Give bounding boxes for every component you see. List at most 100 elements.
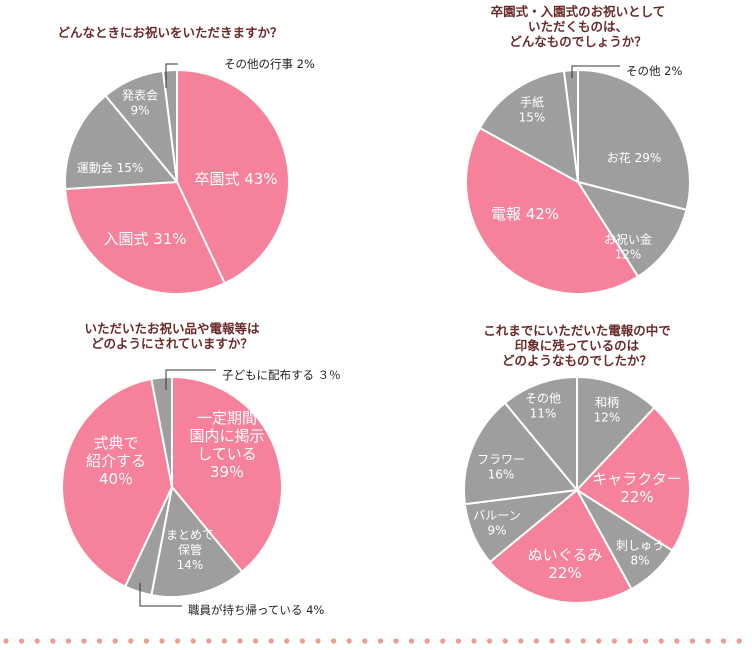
pie-chart-3: いただいたお祝い品や電報等はどのようにされていますか？ 一定期間園内に掲示している… — [61, 321, 341, 617]
divider-dot — [190, 638, 196, 644]
divider-dot — [471, 638, 477, 644]
divider-dot — [128, 638, 134, 644]
pie-slice — [465, 126, 640, 295]
divider-dot — [237, 638, 243, 644]
chart-title: どんなときにお祝いをいただきますか？ — [57, 25, 282, 40]
leader-line — [165, 63, 178, 88]
slice-label: 式典で紹介する 40％ — [86, 434, 146, 488]
divider-dot — [549, 638, 555, 644]
divider-dot — [674, 638, 680, 644]
divider-dot — [393, 638, 399, 644]
slice-label: 発表会 9% — [122, 89, 158, 118]
slice-label: お祝い金 12% — [604, 232, 652, 262]
slice-label: キャラクター 22% — [592, 470, 681, 506]
pie-slice — [171, 375, 284, 574]
divider-dot — [721, 638, 727, 644]
pie-chart-2: 卒園式・入園式のお祝いとしていただくものは、どんなものでしょうか？ お花 29% お… — [465, 4, 691, 295]
pie-slice — [176, 68, 290, 285]
slice-label: 和柄 12% — [594, 396, 621, 425]
divider-dot — [50, 638, 56, 644]
pie-slice — [161, 68, 178, 183]
dotted-divider — [3, 638, 742, 644]
slice-label: まとめて保管 14% — [166, 528, 214, 572]
divider-dot — [440, 638, 446, 644]
divider-dot — [112, 638, 118, 644]
divider-dot — [658, 638, 664, 644]
divider-dot — [580, 638, 586, 644]
pie-slice — [577, 68, 691, 212]
chart-title: これまでにいただいた電報の中で印象に残っているのはどのようなものでしたか？ — [483, 323, 671, 368]
divider-dot — [206, 638, 212, 644]
chart-title: 卒園式・入園式のお祝いとしていただくものは、どんなものでしょうか？ — [491, 4, 666, 49]
divider-dot — [689, 638, 696, 644]
pie-slice — [478, 69, 580, 184]
chart-title: いただいたお祝い品や電報等はどのようにされていますか？ — [84, 321, 260, 351]
divider-dot — [736, 638, 742, 644]
pie-slice — [575, 406, 691, 552]
slice-label: 刺しゅう 8% — [616, 539, 664, 568]
divider-dot — [221, 638, 227, 644]
pie-slice — [61, 377, 174, 588]
divider-dot — [705, 638, 711, 644]
slice-label: 運動会 15% — [77, 161, 144, 175]
slice-label: 電報 42% — [491, 205, 559, 223]
pie-slice — [150, 484, 244, 598]
divider-dot — [424, 638, 430, 644]
slice-label: その他 11% — [525, 392, 561, 421]
pie-slice — [488, 488, 633, 604]
divider-dot — [487, 638, 493, 644]
slice-label: バルーン 9% — [473, 509, 520, 538]
divider-dot — [143, 638, 149, 644]
pie-chart-1: どんなときにお祝いをいただきますか？ 卒園式 43% 入園式 31% 運動会 15% 発… — [57, 25, 315, 295]
divider-dot — [377, 638, 383, 644]
divider-dot — [346, 638, 352, 644]
pie-slice — [503, 375, 578, 493]
leader-line — [571, 65, 620, 78]
divider-dot — [3, 638, 9, 644]
divider-dot — [34, 638, 40, 644]
divider-dot — [502, 638, 508, 644]
pie-slice — [575, 180, 688, 278]
pie-slice — [64, 180, 227, 295]
divider-dot — [97, 638, 103, 644]
slice-label: 入園式 31% — [103, 230, 186, 248]
divider-dot — [19, 638, 25, 644]
divider-dot — [627, 638, 633, 644]
pie-slice — [576, 375, 656, 493]
slice-label: その他の行事 2% — [224, 57, 315, 71]
pie-slice — [562, 68, 579, 183]
slice-label: 子どもに配布する ３％ — [222, 368, 341, 382]
leader-line — [165, 369, 216, 390]
pie-chart-4: これまでにいただいた電報の中で印象に残っているのはどのようなものでしたか？ 和柄 1… — [463, 323, 691, 604]
slice-label: 職員が持ち帰っている 4% — [188, 603, 324, 617]
divider-dot — [331, 638, 337, 644]
divider-dot — [596, 638, 602, 644]
divider-dot — [533, 638, 540, 644]
divider-dot — [518, 638, 524, 644]
slice-label: ぬいぐるみ 22% — [528, 546, 603, 582]
slice-label: その他 2% — [626, 64, 682, 78]
divider-dot — [159, 638, 165, 644]
slice-label: 手紙 15% — [519, 95, 546, 125]
slice-label: お花 29% — [607, 150, 662, 165]
pie-slice — [64, 94, 180, 191]
divider-dot — [455, 638, 461, 644]
divider-dot — [284, 638, 290, 644]
divider-dot — [81, 638, 87, 644]
pie-slice — [463, 401, 579, 506]
divider-dot — [175, 638, 181, 644]
slice-label: フラワー 16% — [477, 453, 525, 482]
divider-dot — [268, 638, 274, 644]
leader-line — [139, 583, 182, 607]
divider-dot — [565, 638, 571, 644]
divider-dot — [643, 638, 649, 644]
pie-slice — [150, 375, 173, 488]
divider-dot — [362, 638, 368, 644]
divider-dot — [299, 638, 305, 644]
divider-dot — [253, 638, 259, 644]
slice-label: 卒園式 43% — [194, 170, 277, 188]
slice-label: 一定期間園内に掲示している 39％ — [189, 409, 264, 481]
divider-dot — [315, 638, 321, 644]
divider-dot — [611, 638, 618, 644]
